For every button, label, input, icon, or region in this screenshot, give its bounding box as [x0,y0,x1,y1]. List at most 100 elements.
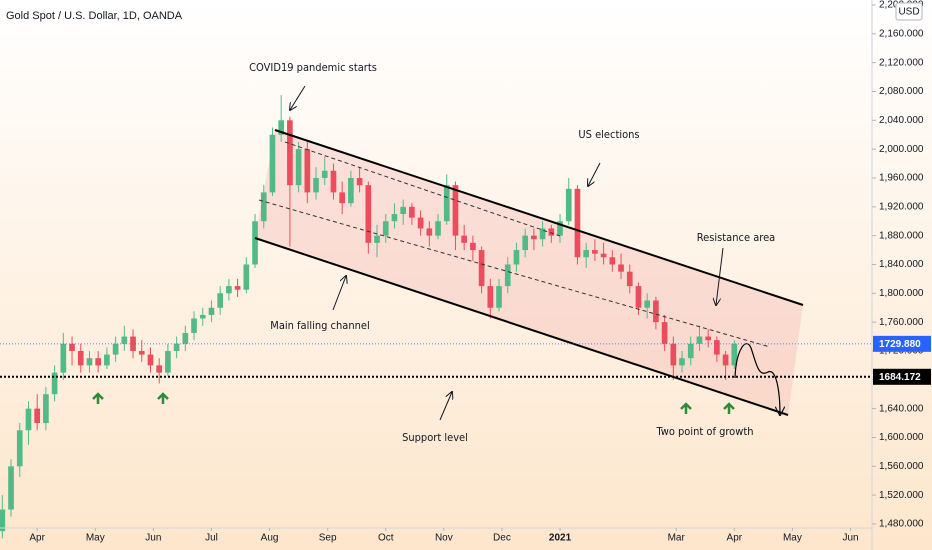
candle-body [609,257,616,265]
candle-body [165,350,171,373]
candles [0,95,738,539]
candle-body [121,336,128,344]
candle-body [339,192,346,204]
candle-body [16,430,23,467]
candle-body [626,271,633,287]
growth-arrows [92,392,735,414]
x-tick-label: Dec [493,533,511,544]
candle-body [618,264,624,272]
candle-body [548,228,555,236]
candle-body [557,221,563,236]
x-tick-label: May [86,533,105,544]
candle-body [470,242,476,251]
y-tick-label: 1,920.000 [879,201,924,212]
candle-body [583,250,590,258]
x-tick-label: Nov [435,533,453,544]
y-tick-label: 1,800.000 [879,288,924,299]
price-tag [873,335,931,352]
y-tick-label: 1,760.000 [879,317,924,328]
candle-body [313,177,319,193]
candle-body [374,235,380,243]
candle-body [34,408,41,424]
candle-body [696,336,703,344]
candle-body [705,336,712,341]
currency[interactable]: USD [898,7,919,18]
candle-body [269,134,276,193]
candle-body [156,365,163,373]
candle-body [130,336,136,351]
candle-body [714,340,720,355]
candle-body [417,217,424,229]
candle-body [435,221,441,236]
y-tick-label: 1,640.000 [879,403,924,414]
candle-body [365,185,372,243]
candle-body [51,372,58,395]
candle-body [478,250,485,287]
candle-body [199,314,206,319]
candle-body [443,185,450,222]
candle-body [278,120,285,135]
candle-body [409,206,415,218]
y-tick-label: 2,080.000 [879,86,924,97]
x-tick-label: Aug [261,533,279,544]
candle-body [234,286,241,290]
y-tick-label: 1,600.000 [879,432,924,443]
y-tick-label: 2,000.000 [879,144,924,155]
note-arrows [290,85,724,421]
candle-body [496,286,502,308]
candle-body [356,177,363,186]
candle-body [260,192,267,222]
candle-body [147,354,154,366]
annotation: Resistance area [697,231,775,244]
candle-body [86,358,93,366]
candle-body [565,188,572,222]
y-tick-label: 1,480.000 [879,519,924,530]
x-tick-label: May [783,533,802,544]
y-tick-label: 1,880.000 [879,230,924,241]
price-tag-label: 1729.880 [879,339,921,350]
annotation: Main falling channel [270,319,369,332]
currency-button[interactable] [895,2,923,21]
candle-body [25,408,32,431]
candle-body [531,235,537,240]
chart-title: Gold Spot / U.S. Dollar, 1D, OANDA [6,10,183,22]
candle-body [43,394,49,424]
y-tick-label: 1,520.000 [879,490,924,501]
y-tick-label: 2,040.000 [879,115,924,126]
candle-body [487,286,494,308]
candle-body [287,120,293,186]
candle-body [426,228,433,236]
candle-body [60,343,67,373]
x-tick-label: Jun [145,533,161,544]
candle-body [670,343,677,366]
candle-body [217,293,224,308]
x-tick-label: Apr [29,533,45,544]
candle-body [644,300,651,308]
candle-body [522,235,529,251]
candle-body [95,358,102,366]
candle-body [661,322,668,344]
annotation: Support level [402,431,468,444]
x-tick-label: Apr [727,533,743,544]
candle-body [679,358,685,366]
candle-body [653,300,659,323]
candle-body [574,188,581,258]
y-tick-label: 2,160.000 [879,28,924,39]
candle-body [0,509,6,532]
x-tick-label: Sep [319,533,337,544]
candle-body [731,343,738,366]
y-tick-label: 1,560.000 [879,461,924,472]
candle-body [600,253,607,258]
x-tick-label: Oct [378,533,394,544]
channel-bottom [254,237,789,416]
candle-body [539,228,546,240]
candle-body [112,343,119,355]
candle-body [208,307,215,315]
candle-body [173,343,180,351]
candle-body [182,332,189,344]
price-tag-label: 1684.172 [879,372,921,383]
y-tick-label: 1,840.000 [879,259,924,270]
annotation: COVID19 pandemic starts [249,61,377,74]
